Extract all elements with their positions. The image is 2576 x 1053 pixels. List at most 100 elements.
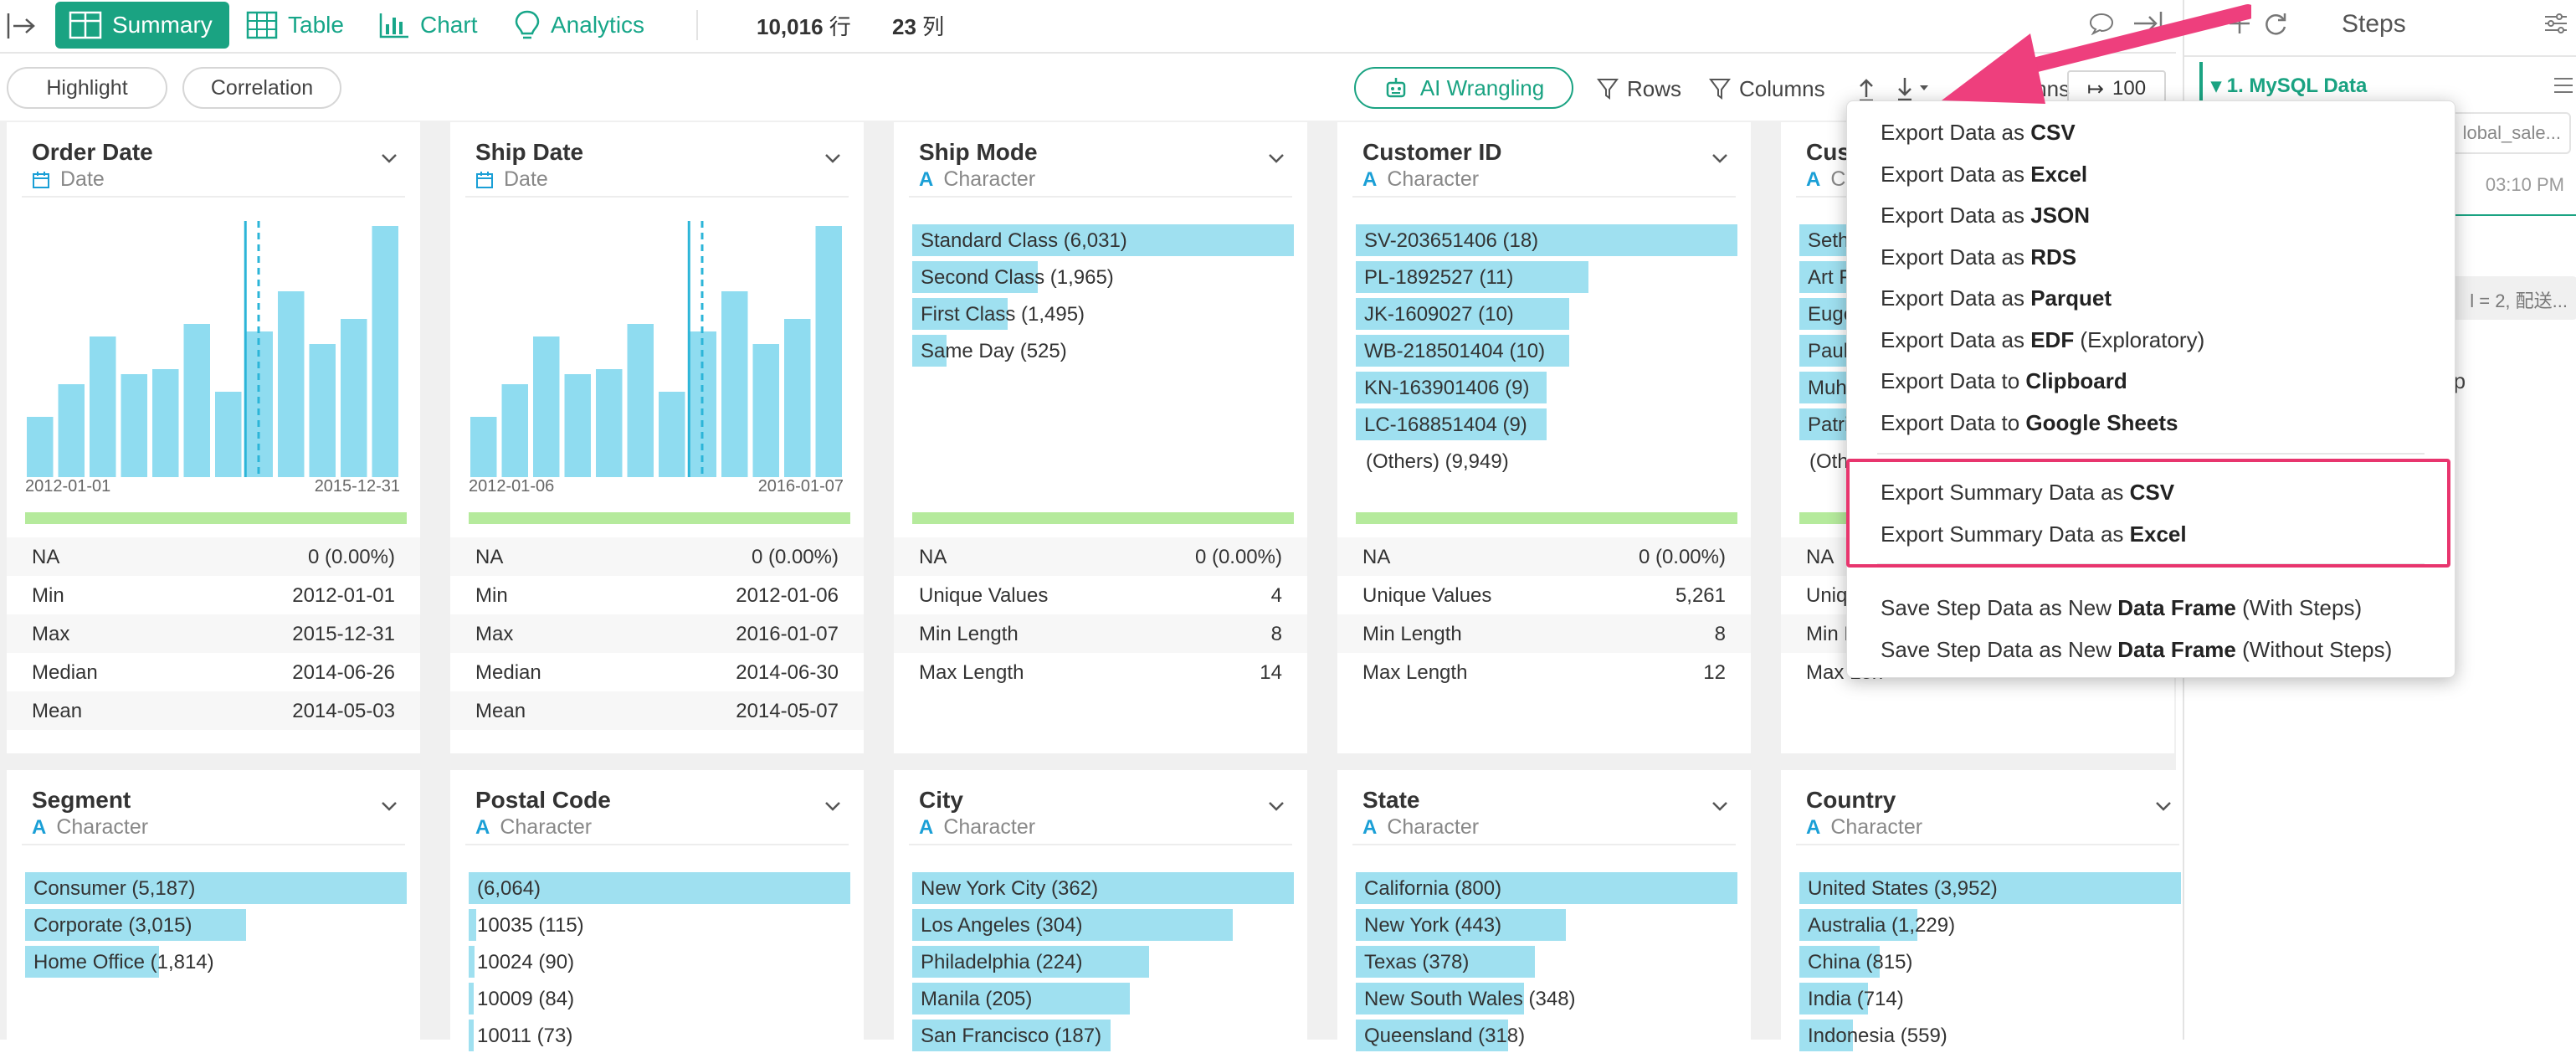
caret-down-icon: ▾ [2211,74,2227,97]
menu-item-suffix: (With Steps) [2235,595,2363,620]
value-bar-item[interactable]: China (815) [1799,943,2181,979]
export-menu-item[interactable]: Export Data as CSV [1881,120,2076,146]
columns-filter-button[interactable]: Columns [1709,72,1825,105]
chevron-down-icon[interactable] [824,149,842,167]
value-bar [1356,946,1536,978]
chevron-down-icon[interactable] [1711,149,1729,167]
value-bar-item[interactable]: KN-163901406 (9) [1356,368,1737,405]
value-bar-item[interactable]: Texas (378) [1356,943,1737,979]
histogram-bar [121,374,147,477]
menu-item-text: Save Step Data as New [1881,595,2118,620]
value-bar-item[interactable]: San Francisco (187) [912,1016,1294,1053]
export-menu-item[interactable]: Save Step Data as New Data Frame (With S… [1881,595,2362,621]
export-menu-item[interactable]: Export Data as JSON [1881,203,2090,229]
stat-value: 5,261 [1675,584,1726,607]
value-bar-label: Queensland (318) [1364,1025,1526,1047]
value-bar-item[interactable]: New York (443) [1356,906,1737,943]
value-bar-item[interactable]: Standard Class (6,031) [912,221,1294,258]
value-bar-item[interactable]: JK-1609027 (10) [1356,295,1737,331]
histogram-bar [784,319,811,477]
value-bar-item[interactable]: New South Wales (348) [1356,979,1737,1016]
value-bar-item[interactable]: India (714) [1799,979,2181,1016]
value-bar-item[interactable]: WB-218501404 (10) [1356,331,1737,368]
download-menu-button[interactable] [1895,75,1938,104]
chevron-down-icon[interactable] [380,149,398,167]
value-bar-item[interactable]: Indonesia (559) [1799,1016,2181,1053]
highlight-button[interactable]: Highlight [7,67,167,109]
robot-icon [1386,78,1406,98]
upload-icon[interactable] [1856,77,1876,102]
value-bar-item[interactable]: Queensland (318) [1356,1016,1737,1053]
value-bar [25,872,407,904]
character-a-icon: A [475,815,490,839]
value-bar-item[interactable]: New York City (362) [912,869,1294,906]
chevron-down-icon[interactable] [380,797,398,815]
menu-item-format: Excel [2129,521,2187,547]
value-bar-item[interactable]: Philadelphia (224) [912,943,1294,979]
value-bar-item[interactable]: LC-168851404 (9) [1356,405,1737,442]
chevron-down-icon[interactable] [1267,149,1285,167]
value-bar-item[interactable]: PL-1892527 (11) [1356,258,1737,295]
export-menu-item[interactable]: Export Data as Parquet [1881,285,2112,311]
chevron-down-icon[interactable] [1267,797,1285,815]
export-menu-item[interactable]: Export Data to Google Sheets [1881,410,2178,436]
column-type: A Character [1362,815,1479,840]
export-menu-item[interactable]: Save Step Data as New Data Frame (Withou… [1881,637,2392,663]
chevron-down-icon[interactable] [1711,797,1729,815]
column-type-label: Character [1387,167,1480,191]
export-menu-item[interactable]: Export Data as RDS [1881,244,2076,270]
stats-table: NA 0 (0.00%) Unique Values 4 Min Length 8 Max … [894,537,1307,691]
value-bar-item[interactable]: United States (3,952) [1799,869,2181,906]
others-item[interactable]: (Others) (9,949) [1356,442,1737,479]
export-menu-item[interactable]: Export Summary Data as Excel [1881,521,2187,547]
stat-label: Max Length [1362,661,1468,684]
value-bar-item[interactable]: Manila (205) [912,979,1294,1016]
refresh-icon[interactable] [2261,10,2290,39]
export-menu-item[interactable]: Export Data as Excel [1881,162,2087,187]
menu-icon[interactable] [2553,75,2574,95]
histogram-bar [815,226,842,477]
value-bar [1799,983,1869,1014]
value-bar-item[interactable]: 10009 (84) [469,979,850,1016]
chevron-down-icon[interactable] [2154,797,2173,815]
export-menu-item[interactable]: Export Data to Clipboard [1881,368,2127,394]
correlation-button[interactable]: Correlation [182,67,341,109]
column-card: Country A Character United States (3,952) Au… [1781,770,2194,1051]
value-bar [912,224,1294,256]
value-bar-item[interactable]: 10011 (73) [469,1016,850,1053]
value-bar-item[interactable]: First Class (1,495) [912,295,1294,331]
ai-wrangling-button[interactable]: AI Wrangling [1354,67,1573,109]
column-name: Customer ID [1362,139,1502,165]
chevron-down-icon[interactable] [824,797,842,815]
value-bar-item[interactable]: SV-203651406 (18) [1356,221,1737,258]
value-bar-item[interactable]: Same Day (525) [912,331,1294,368]
menu-item-text: Export Data as [1881,161,2031,187]
value-bar-item[interactable]: 10035 (115) [469,906,850,943]
tab-table[interactable]: Table [246,2,344,49]
value-bar-item[interactable]: Corporate (3,015) [25,906,407,943]
value-bar-item[interactable]: Second Class (1,965) [912,258,1294,295]
settings-sliders-icon[interactable] [2543,10,2569,37]
tab-chart[interactable]: Chart [378,2,477,49]
value-bar [1799,872,2181,904]
value-bar-item[interactable]: Home Office (1,814) [25,943,407,979]
axis-end-label: 2016-01-07 [757,477,844,496]
rows-filter-button[interactable]: Rows [1597,72,1681,105]
stat-row: NA 0 (0.00%) [1337,537,1751,576]
value-bar-item[interactable]: Los Angeles (304) [912,906,1294,943]
export-menu-item[interactable]: Export Data as EDF (Exploratory) [1881,327,2204,353]
value-bar-item[interactable]: 10024 (90) [469,943,850,979]
value-bar-item[interactable]: Consumer (5,187) [25,869,407,906]
row-limit-input[interactable]: ↦ 100 [2067,70,2166,107]
tab-analytics[interactable]: Analytics [514,2,644,49]
comment-icon[interactable] [2089,12,2114,35]
value-bar-item[interactable]: California (800) [1356,869,1737,906]
collapse-sidebar-icon[interactable] [5,12,38,40]
value-bar-item[interactable]: (6,064) [469,869,850,906]
value-bar-list: (6,064) 10035 (115) 10024 (90) 10009 (84) 10… [469,869,850,1053]
tab-summary[interactable]: Summary [55,2,229,49]
value-bar-item[interactable]: Australia (1,229) [1799,906,2181,943]
character-a-icon: A [919,815,934,839]
filter-icon [1597,79,1619,100]
export-menu-item[interactable]: Export Summary Data as CSV [1881,480,2174,506]
